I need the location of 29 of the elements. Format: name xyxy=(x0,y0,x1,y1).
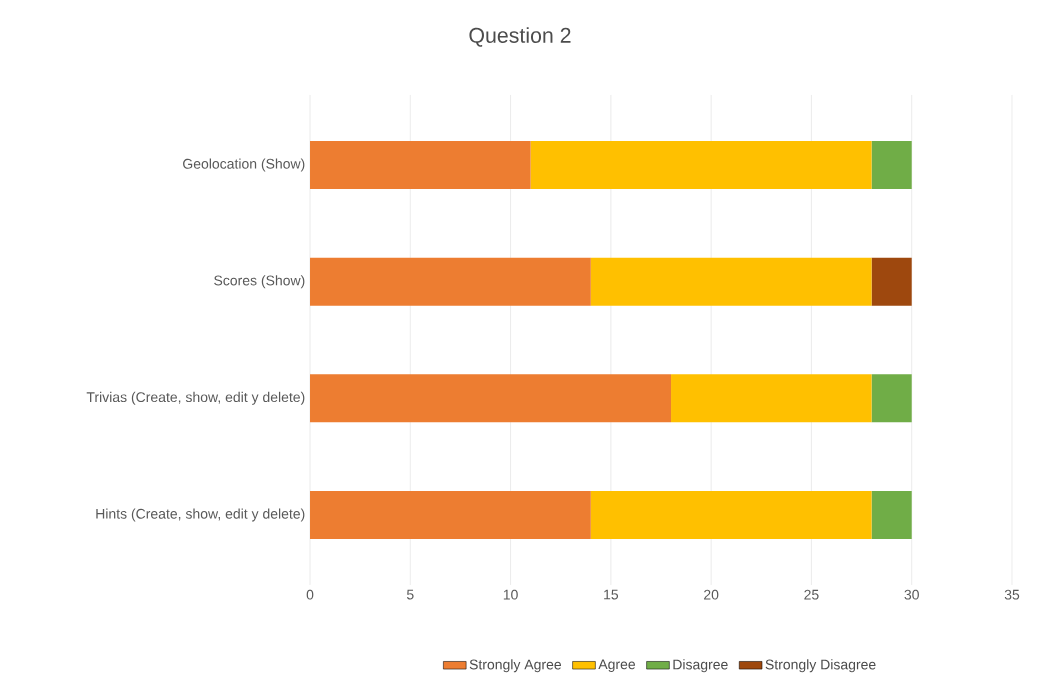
x-tick-label: 35 xyxy=(1004,589,1020,600)
bar xyxy=(871,374,912,423)
x-tick-label: 25 xyxy=(804,589,819,600)
chart-title: Question 2 xyxy=(469,27,571,47)
legend-label: Strongly Agree xyxy=(469,659,562,673)
bar xyxy=(310,490,591,539)
x-tick-label: 10 xyxy=(503,589,518,600)
x-tick-label: 30 xyxy=(904,589,919,600)
legend-label: Disagree xyxy=(673,659,728,673)
bar xyxy=(590,257,872,306)
bar xyxy=(310,257,591,306)
x-tick-label: 5 xyxy=(406,589,414,600)
y-tick-label: Geolocation (Show) xyxy=(183,158,305,172)
y-tick-label: Hints (Create, show, edit y delete) xyxy=(96,508,305,522)
x-tick-label: 15 xyxy=(604,589,619,600)
bar xyxy=(310,140,531,189)
bar xyxy=(671,374,872,423)
bar xyxy=(871,490,912,539)
legend-label: Agree xyxy=(598,659,636,672)
x-tick-label: 0 xyxy=(306,589,314,600)
y-tick-label: Trivias (Create, show, edit y delete) xyxy=(86,391,305,405)
bar xyxy=(310,374,672,423)
bar xyxy=(871,257,912,306)
x-tick-label: 20 xyxy=(704,589,719,600)
bar xyxy=(530,140,872,189)
bar xyxy=(871,140,912,189)
y-tick-label: Scores (Show) xyxy=(214,275,305,289)
legend-label: Strongly Disagree xyxy=(765,659,876,673)
bar xyxy=(590,490,872,539)
